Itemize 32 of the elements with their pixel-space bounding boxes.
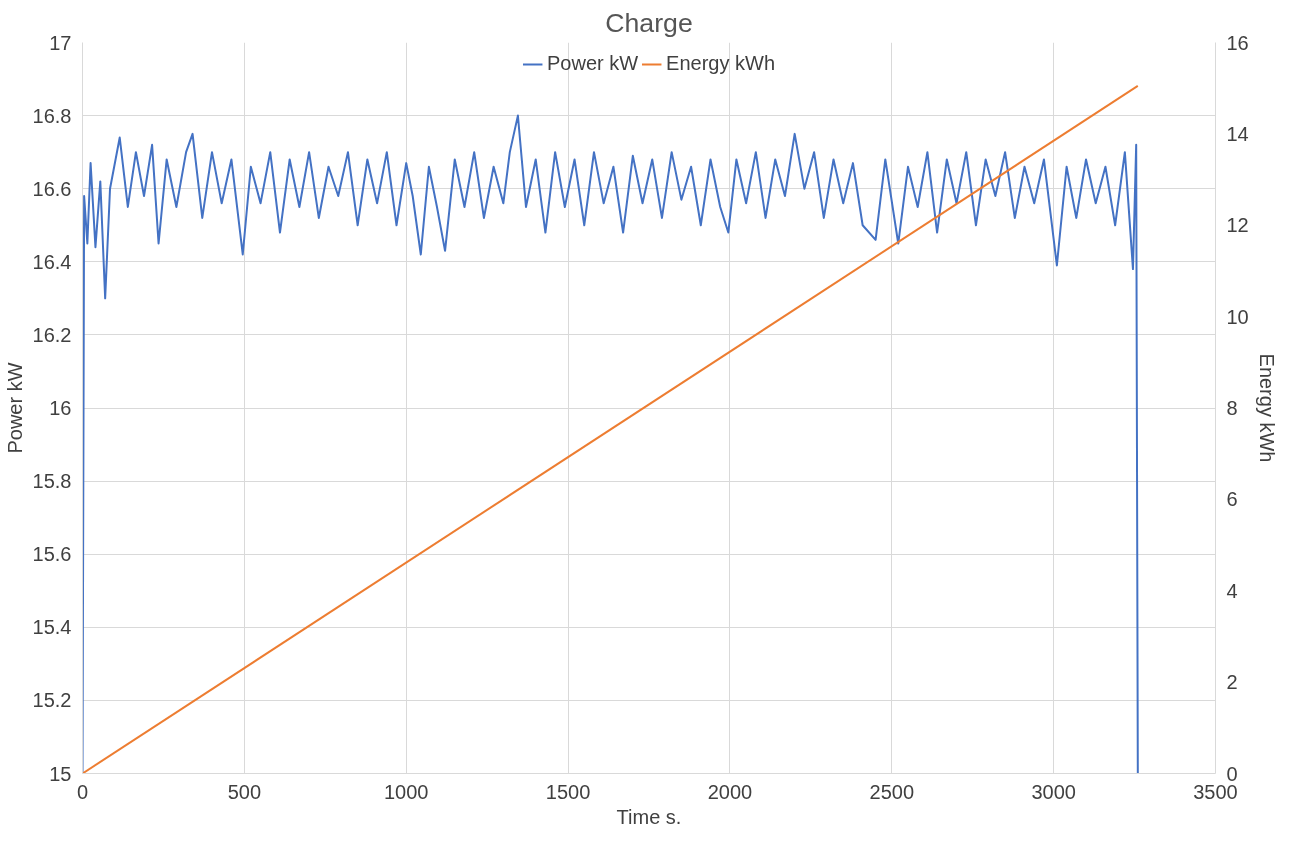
y-tick-label: 16.4 (32, 250, 72, 273)
legend-label: Power kW (546, 52, 639, 75)
x-tick-label: 3000 (1031, 780, 1076, 803)
y2-tick-label: 12 (1226, 214, 1249, 237)
y-tick-label: 15.8 (32, 470, 72, 493)
y-tick-label: 15.2 (32, 689, 72, 712)
y2-tick-label: 14 (1226, 122, 1249, 145)
y-tick-label: 15.4 (32, 616, 72, 639)
chart-title: Charge (605, 7, 693, 38)
x-tick-label: 2000 (707, 780, 753, 803)
y-tick-label: 16.6 (32, 177, 72, 200)
y-tick-label: 16.8 (32, 104, 72, 127)
x-axis-title: Time s. (616, 805, 682, 828)
y-tick-label: 16 (49, 397, 72, 419)
x-tick-label: 0 (76, 780, 89, 803)
legend-label: Energy kWh (666, 52, 776, 75)
y2-tick-label: 10 (1226, 305, 1249, 328)
y-tick-label: 16.2 (32, 323, 72, 346)
x-tick-label: 1500 (545, 780, 591, 803)
x-tick-label: 2500 (869, 780, 915, 803)
y-tick-label: 15.6 (32, 543, 72, 566)
y-tick-label: 17 (49, 31, 72, 54)
y2-axis-title: Energy kWh (1255, 353, 1278, 463)
y-tick-label: 15 (49, 762, 72, 785)
y2-tick-label: 16 (1226, 31, 1249, 54)
y2-tick-label: 4 (1226, 579, 1238, 602)
x-tick-label: 1000 (383, 780, 429, 803)
y2-tick-label: 6 (1226, 488, 1238, 511)
y-axis-title: Power kW (3, 362, 26, 454)
y2-tick-label: 2 (1226, 671, 1238, 694)
y2-tick-label: 8 (1226, 397, 1238, 419)
x-tick-label: 500 (227, 780, 262, 803)
